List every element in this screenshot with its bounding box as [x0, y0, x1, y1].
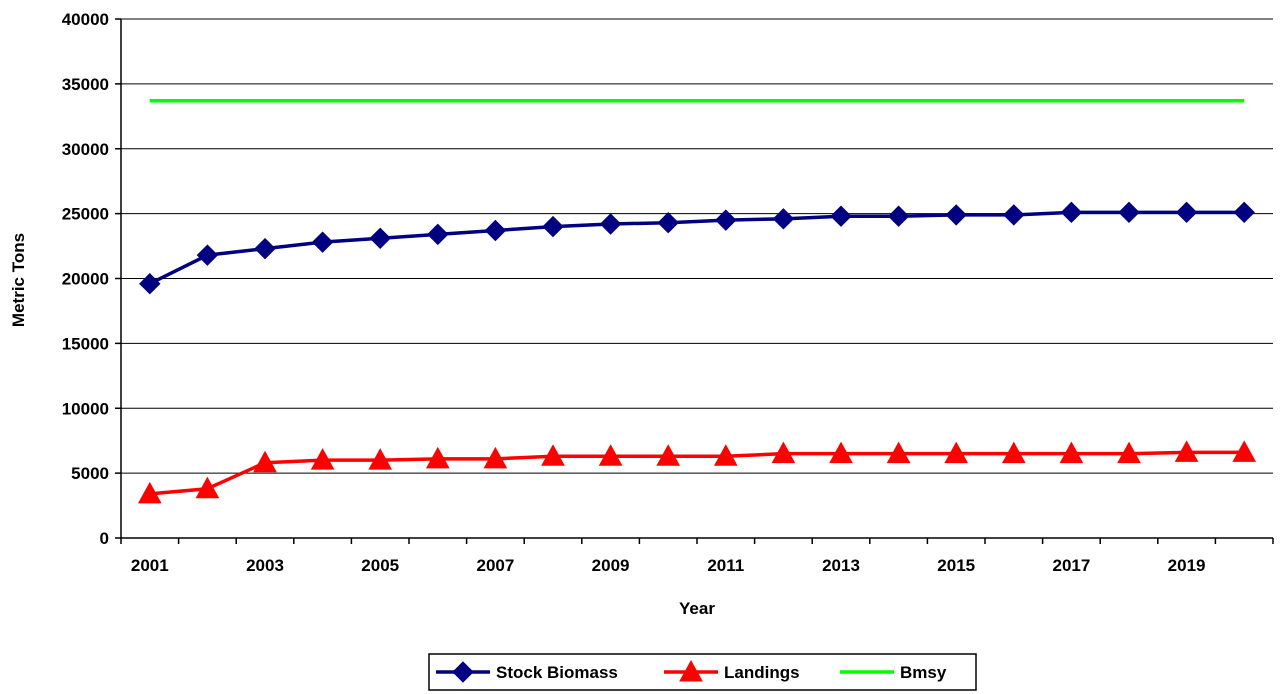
legend: Stock Biomass Landings Bmsy: [428, 653, 977, 691]
x-axis-title: Year: [679, 599, 715, 618]
series-landings: [137, 440, 1257, 504]
legend-label: Bmsy: [900, 663, 947, 682]
data-point: [254, 237, 276, 260]
data-point: [1232, 440, 1257, 462]
data-point: [369, 227, 391, 249]
x-tick-label: 2013: [822, 556, 860, 575]
x-tick-label: 2017: [1052, 556, 1090, 575]
data-point: [1175, 201, 1198, 224]
data-point: [886, 441, 911, 464]
series-line: [149, 210, 1245, 286]
y-tick-label: 0: [100, 529, 109, 548]
data-point: [715, 209, 737, 231]
data-point: [656, 444, 681, 466]
y-tick-label: 30000: [62, 140, 109, 159]
legend-label: Stock Biomass: [496, 663, 618, 682]
data-point: [253, 450, 277, 473]
data-point: [1174, 440, 1199, 462]
series-stock-biomass: [139, 201, 1255, 295]
y-tick-label: 5000: [71, 464, 109, 483]
data-point: [1059, 441, 1084, 464]
data-point: [483, 446, 508, 469]
data-point: [944, 441, 969, 464]
data-point: [771, 441, 796, 464]
data-point: [598, 444, 623, 466]
data-point: [1003, 204, 1025, 226]
series-group: [137, 98, 1257, 504]
x-tick-label: 2007: [476, 556, 514, 575]
data-point: [542, 215, 564, 238]
legend-item-landings: Landings: [664, 659, 800, 682]
x-tick-label: 2005: [361, 556, 399, 575]
data-point: [310, 448, 335, 470]
y-tick-label: 40000: [62, 10, 109, 29]
y-axis-title: Metric Tons: [9, 233, 28, 327]
data-point: [311, 231, 334, 253]
data-point: [599, 213, 622, 235]
data-point: [484, 219, 507, 242]
data-point: [713, 444, 738, 466]
y-tick-label: 35000: [62, 75, 109, 94]
axes: [115, 18, 1274, 544]
data-point: [427, 223, 449, 246]
legend-item-stock-biomass: Stock Biomass: [436, 661, 618, 683]
data-point: [829, 441, 853, 464]
data-point: [1117, 441, 1141, 464]
data-point: [368, 448, 393, 470]
y-tick-labels: 0 5000 10000 15000 20000 25000 30000 35000 40000: [62, 10, 109, 548]
y-tick-label: 25000: [62, 205, 109, 224]
data-point: [541, 444, 565, 466]
y-tick-label: 10000: [62, 399, 109, 418]
data-point: [772, 208, 795, 230]
x-tick-label: 2015: [937, 556, 975, 575]
data-point: [945, 204, 967, 226]
data-point: [1118, 201, 1140, 224]
data-point: [1001, 441, 1026, 464]
series-line: [149, 450, 1245, 496]
data-point: [887, 205, 910, 227]
x-tick-label: 2019: [1168, 556, 1206, 575]
y-tick-label: 15000: [62, 334, 109, 353]
legend-label: Landings: [724, 663, 800, 682]
x-tick-label: 2003: [246, 556, 284, 575]
x-tick-labels: 2001 2003 2005 2007 2009 2011 2013 2015 2017 2019: [131, 556, 1206, 575]
data-point: [1233, 201, 1255, 224]
data-point: [137, 481, 162, 504]
data-point: [425, 446, 450, 469]
x-tick-label: 2009: [592, 556, 630, 575]
x-tick-label: 2001: [131, 556, 169, 575]
data-point: [195, 476, 220, 499]
gridlines: [121, 18, 1273, 474]
data-point: [139, 272, 161, 295]
data-point: [830, 205, 852, 227]
legend-swatch-marker: [452, 661, 474, 683]
data-point: [196, 244, 219, 266]
legend-swatch-marker: [679, 659, 703, 682]
data-point: [1060, 201, 1083, 224]
data-point: [657, 212, 679, 234]
legend-item-bmsy: Bmsy: [840, 663, 947, 682]
y-tick-label: 20000: [62, 270, 109, 289]
x-tick-label: 2011: [707, 556, 744, 575]
